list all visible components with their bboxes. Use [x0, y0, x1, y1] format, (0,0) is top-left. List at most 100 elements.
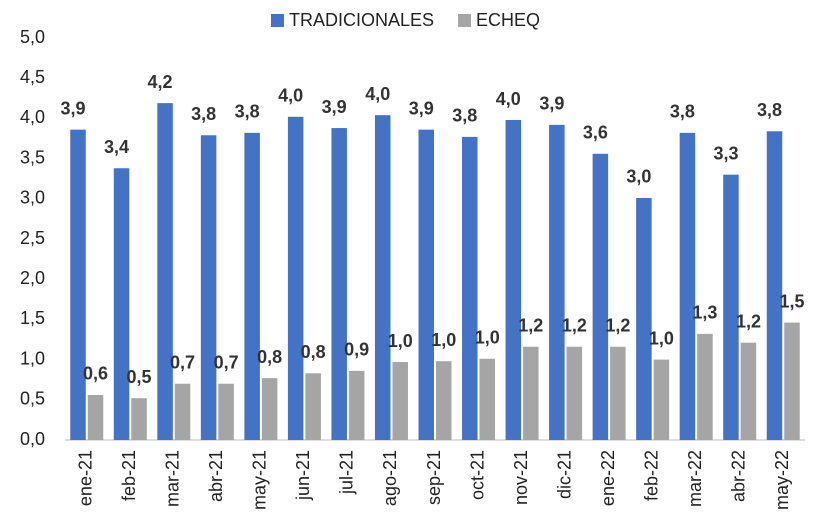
legend-swatch: [458, 14, 472, 27]
x-tick-label: may-22: [772, 450, 792, 510]
bar: [740, 342, 757, 440]
y-tick-label: 2,5: [20, 228, 45, 248]
x-tick-label: mar-21: [163, 450, 183, 507]
x-tick-label: feb-22: [641, 450, 661, 501]
bar: [610, 346, 626, 440]
data-label: 0,6: [83, 364, 108, 384]
bar: [157, 103, 173, 441]
bar: [549, 124, 565, 440]
data-label: 3,9: [409, 98, 434, 118]
y-tick-label: 0,0: [20, 429, 45, 449]
bar: [200, 135, 217, 440]
bar: [113, 168, 130, 441]
bar: [218, 383, 234, 440]
bar: [131, 398, 147, 440]
bar: [653, 359, 670, 440]
y-tick-label: 0,5: [20, 389, 45, 409]
data-label: 1,0: [649, 328, 674, 348]
bar: [784, 322, 800, 440]
x-tick-label: jun-21: [293, 450, 313, 501]
data-label: 1,2: [736, 311, 761, 331]
x-tick-label: nov-21: [511, 450, 531, 505]
legend-label: TRADICIONALES: [289, 10, 434, 30]
data-label: 1,0: [388, 331, 413, 351]
bar: [592, 153, 609, 440]
y-tick-label: 5,0: [20, 27, 45, 47]
data-label: 0,7: [170, 352, 195, 372]
bar: [374, 115, 391, 441]
x-tick-label: oct-21: [467, 450, 487, 500]
bar: [305, 373, 321, 440]
y-tick-label: 2,0: [20, 268, 45, 288]
x-tick-label: abr-21: [206, 450, 226, 502]
data-label: 0,5: [127, 367, 152, 387]
data-label: 3,8: [235, 102, 260, 122]
bar: [392, 362, 408, 440]
y-tick-label: 1,5: [20, 308, 45, 328]
data-label: 3,0: [626, 167, 651, 187]
data-label: 1,5: [779, 291, 804, 311]
data-label: 4,0: [365, 84, 390, 104]
bar: [331, 128, 347, 440]
x-tick-label: abr-22: [728, 450, 748, 502]
data-label: 0,8: [301, 342, 326, 362]
bar: [87, 394, 104, 440]
y-tick-label: 1,0: [20, 348, 45, 368]
bar: [418, 129, 434, 440]
data-label: 3,8: [191, 104, 216, 124]
data-label: 0,7: [214, 352, 239, 372]
data-label: 3,9: [322, 97, 347, 117]
bar: [479, 358, 496, 440]
data-label: 1,0: [475, 328, 500, 348]
bar: [244, 132, 260, 440]
data-label: 3,9: [539, 94, 564, 114]
y-tick-label: 4,0: [20, 107, 45, 127]
data-label: 3,3: [713, 143, 738, 163]
data-label: 1,3: [692, 303, 717, 323]
y-tick-label: 3,0: [20, 188, 45, 208]
y-tick-label: 3,5: [20, 147, 45, 167]
data-label: 3,8: [452, 106, 477, 126]
x-tick-label: sep-21: [424, 450, 444, 505]
bar: [523, 346, 539, 440]
data-label: 1,2: [605, 315, 630, 335]
data-label: 0,9: [344, 340, 369, 360]
legend-swatch: [271, 14, 284, 27]
y-tick-label: 4,5: [20, 67, 45, 87]
data-label: 1,2: [518, 315, 543, 335]
x-tick-label: dic-21: [554, 450, 574, 499]
data-label: 0,8: [257, 347, 282, 367]
x-tick-label: ene-22: [598, 450, 618, 506]
data-label: 3,6: [583, 123, 608, 143]
data-label: 4,0: [278, 86, 303, 106]
data-label: 3,4: [104, 137, 129, 157]
bar: [679, 132, 696, 440]
bar: [566, 346, 583, 440]
x-tick-label: feb-21: [119, 450, 139, 501]
data-label: 1,0: [431, 330, 456, 350]
bar: [174, 383, 191, 440]
x-tick-label: ene-21: [76, 450, 96, 506]
bar: [70, 129, 86, 440]
bar: [766, 131, 783, 440]
legend-label: ECHEQ: [476, 10, 540, 30]
x-tick-label: mar-22: [685, 450, 705, 507]
bar: [723, 174, 739, 440]
data-label: 3,8: [670, 102, 695, 122]
bar: [462, 136, 478, 440]
x-tick-label: may-21: [250, 450, 270, 510]
bar: [287, 116, 304, 441]
bar: [348, 370, 365, 440]
data-label: 4,0: [496, 89, 521, 109]
data-label: 3,8: [757, 100, 782, 120]
data-label: 3,9: [60, 98, 85, 118]
bar: [697, 333, 713, 440]
bar: [505, 120, 522, 441]
data-label: 1,2: [562, 315, 587, 335]
data-label: 4,2: [148, 72, 173, 92]
x-tick-label: jul-21: [337, 450, 357, 495]
bar: [636, 197, 652, 440]
bar: [261, 378, 278, 440]
bar: [436, 361, 452, 440]
